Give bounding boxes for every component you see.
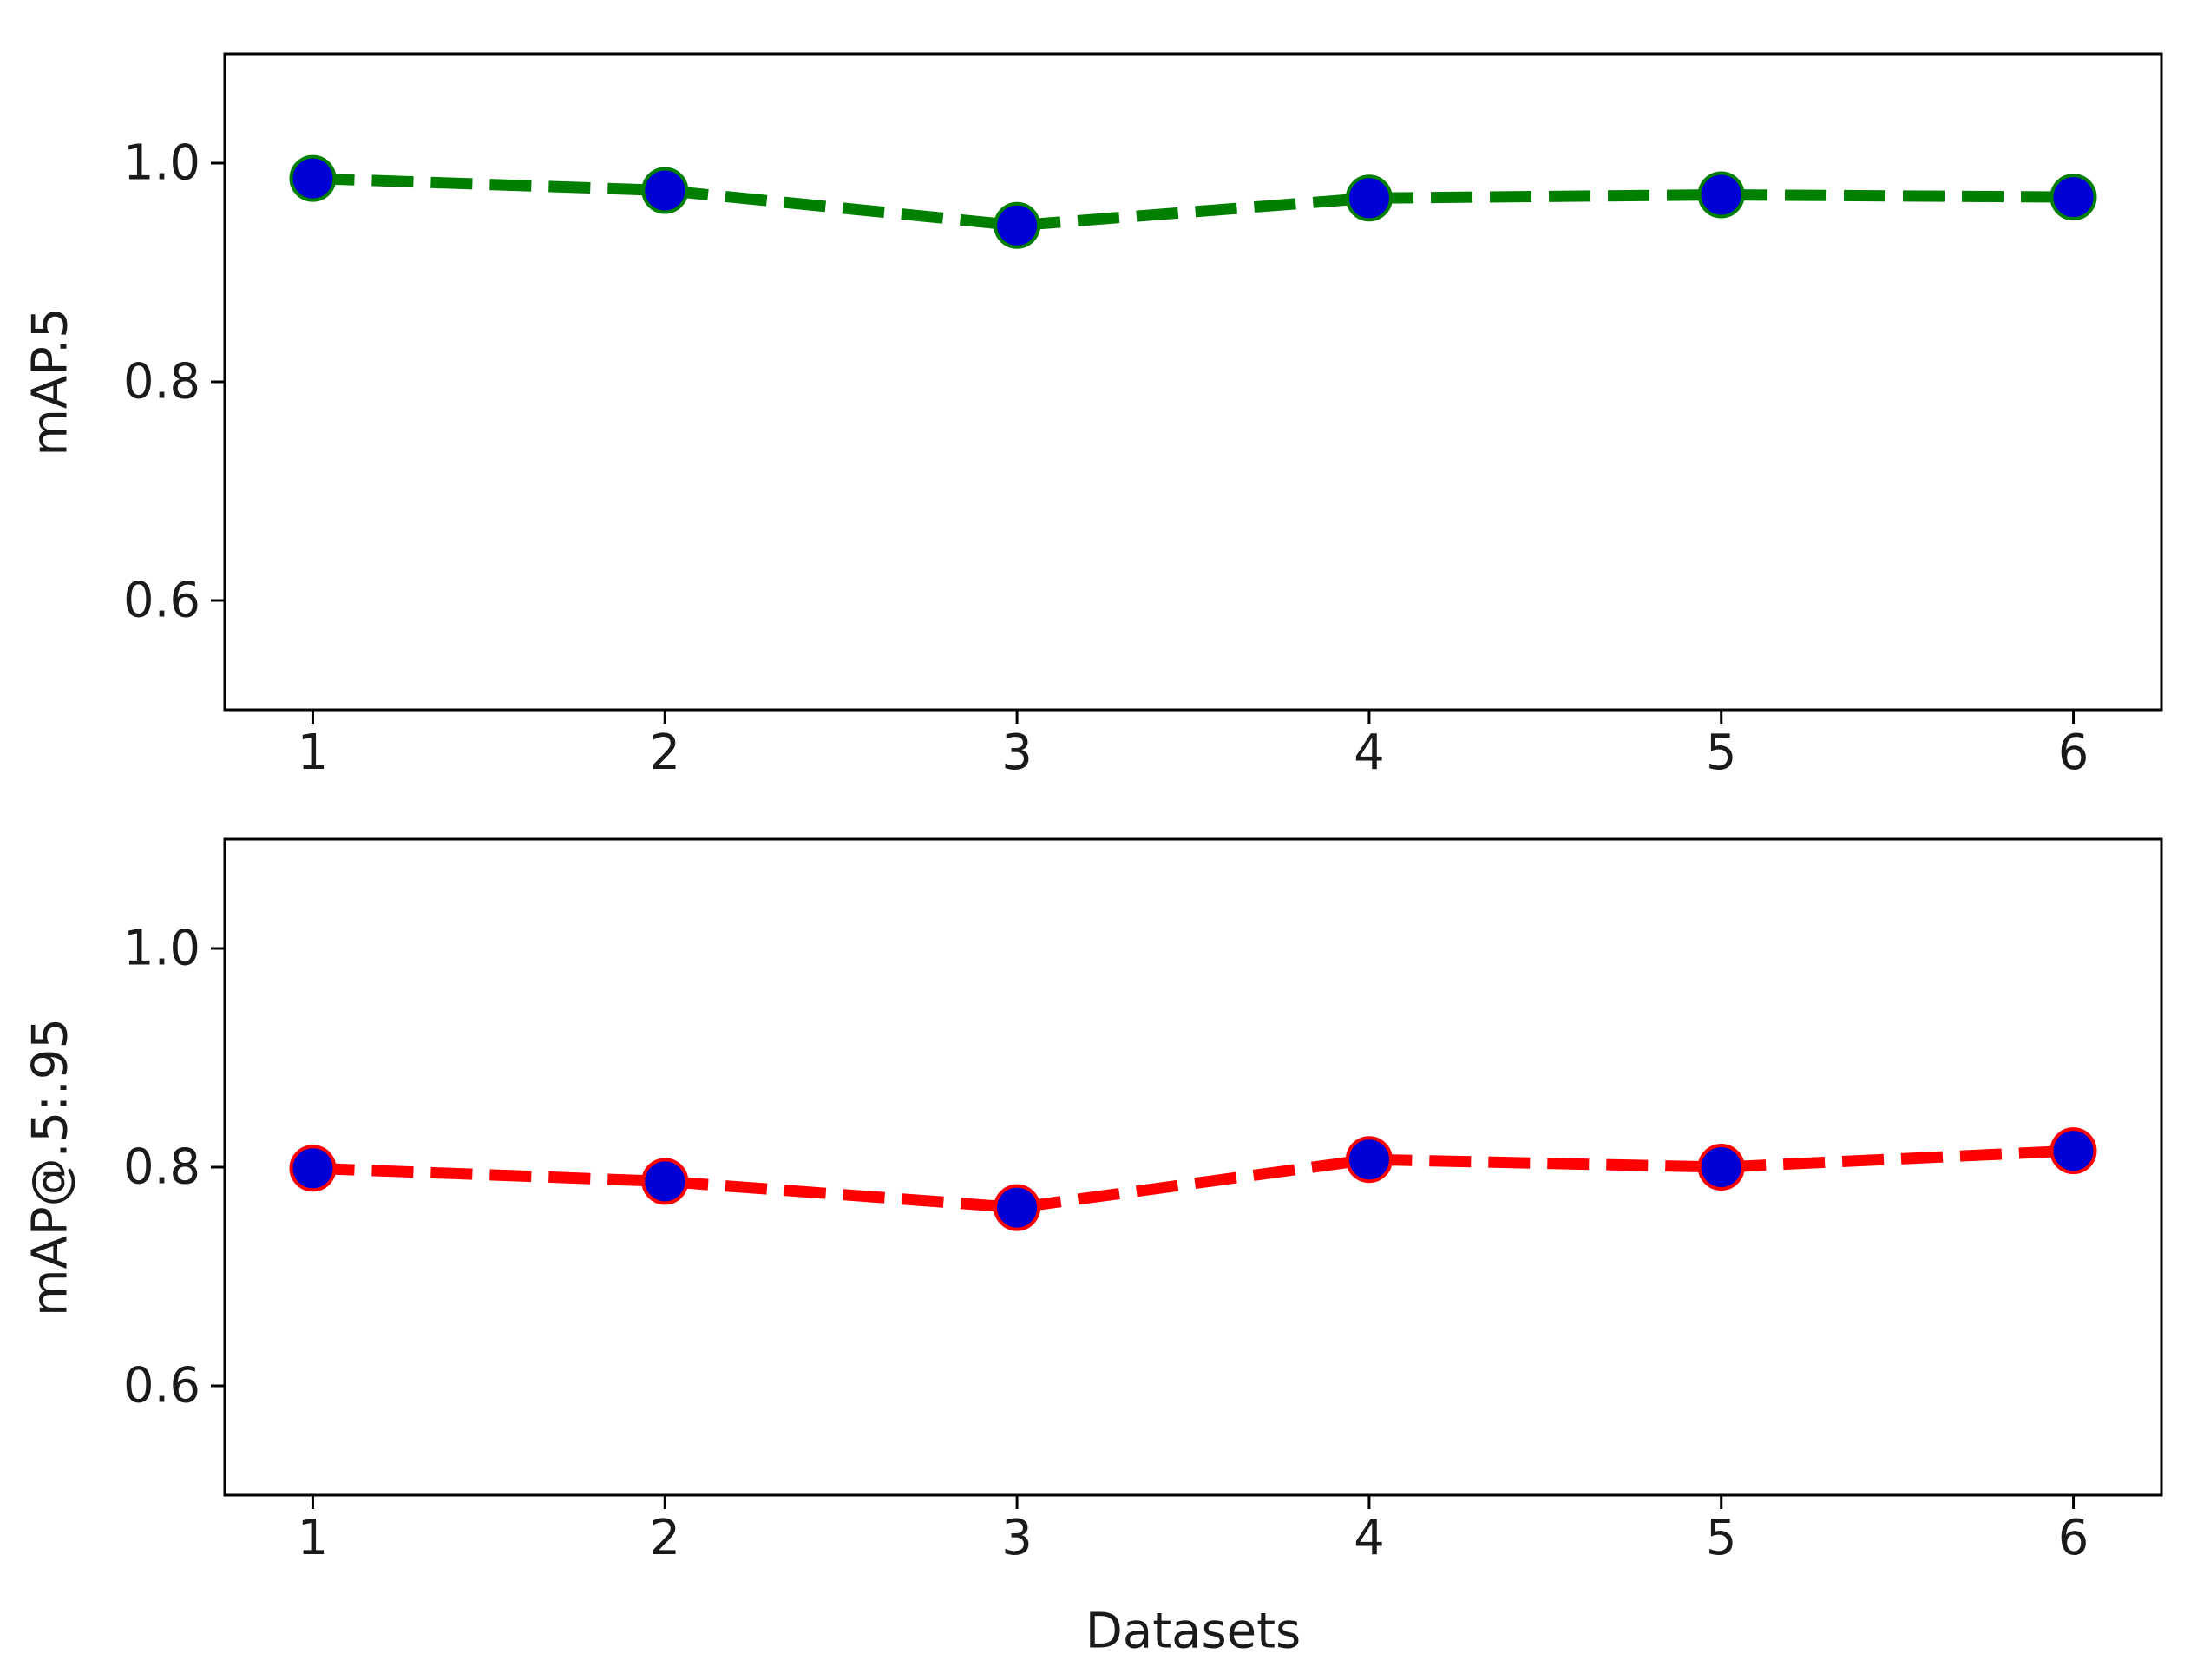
top-data-point bbox=[1697, 171, 1745, 219]
top-panel: 1 2 3 4 5 6 0.6 0.8 1.0 mAP.5 bbox=[23, 52, 2163, 781]
bottom-data-point bbox=[289, 1145, 337, 1192]
bottom-plot-marks bbox=[289, 1127, 2097, 1231]
bottom-x-axis-label: Datasets bbox=[1085, 1604, 1301, 1660]
top-data-point bbox=[289, 154, 337, 202]
top-x-tick-label: 2 bbox=[649, 725, 680, 781]
top-x-ticks: 1 2 3 4 5 6 bbox=[298, 710, 2089, 781]
bottom-x-ticks: 1 2 3 4 5 6 bbox=[298, 1495, 2089, 1566]
top-y-tick-label: 0.6 bbox=[123, 573, 200, 629]
top-x-tick-label: 5 bbox=[1706, 725, 1737, 781]
bottom-data-point bbox=[2049, 1127, 2097, 1175]
bottom-y-tick-label: 1.0 bbox=[123, 921, 200, 977]
top-y-tick-label: 1.0 bbox=[123, 135, 200, 192]
bottom-data-point bbox=[1345, 1136, 1393, 1184]
bottom-x-tick-label: 6 bbox=[2058, 1510, 2089, 1566]
top-x-tick-label: 4 bbox=[1354, 725, 1385, 781]
bottom-y-axis-label: mAP@.5:.95 bbox=[23, 1018, 79, 1316]
top-y-tick-label: 0.8 bbox=[123, 354, 200, 410]
top-x-tick-label: 1 bbox=[298, 725, 329, 781]
top-y-ticks: 0.6 0.8 1.0 bbox=[123, 135, 225, 629]
top-x-tick-label: 6 bbox=[2058, 725, 2089, 781]
bottom-x-tick-label: 4 bbox=[1354, 1510, 1385, 1566]
top-plot-marks bbox=[289, 154, 2097, 249]
bottom-data-point bbox=[1697, 1144, 1745, 1191]
top-x-tick-label: 3 bbox=[1001, 725, 1033, 781]
bottom-x-tick-label: 5 bbox=[1706, 1510, 1737, 1566]
bottom-data-point bbox=[994, 1184, 1041, 1231]
bottom-x-tick-label: 3 bbox=[1001, 1510, 1033, 1566]
bottom-x-tick-label: 2 bbox=[649, 1510, 680, 1566]
top-data-point bbox=[641, 167, 689, 214]
top-y-axis-label: mAP.5 bbox=[23, 307, 79, 456]
bottom-y-tick-label: 0.6 bbox=[123, 1358, 200, 1414]
top-data-point bbox=[994, 201, 1041, 249]
bottom-data-point bbox=[641, 1158, 689, 1205]
bottom-panel: 1 2 3 4 5 6 0.6 0.8 1.0 mAP@.5:.95 Datasets bbox=[23, 837, 2163, 1660]
top-data-point bbox=[2049, 174, 2097, 221]
bottom-y-ticks: 0.6 0.8 1.0 bbox=[123, 921, 225, 1414]
top-data-point bbox=[1345, 174, 1393, 222]
bottom-x-tick-label: 1 bbox=[298, 1510, 329, 1566]
bottom-y-tick-label: 0.8 bbox=[123, 1139, 200, 1196]
